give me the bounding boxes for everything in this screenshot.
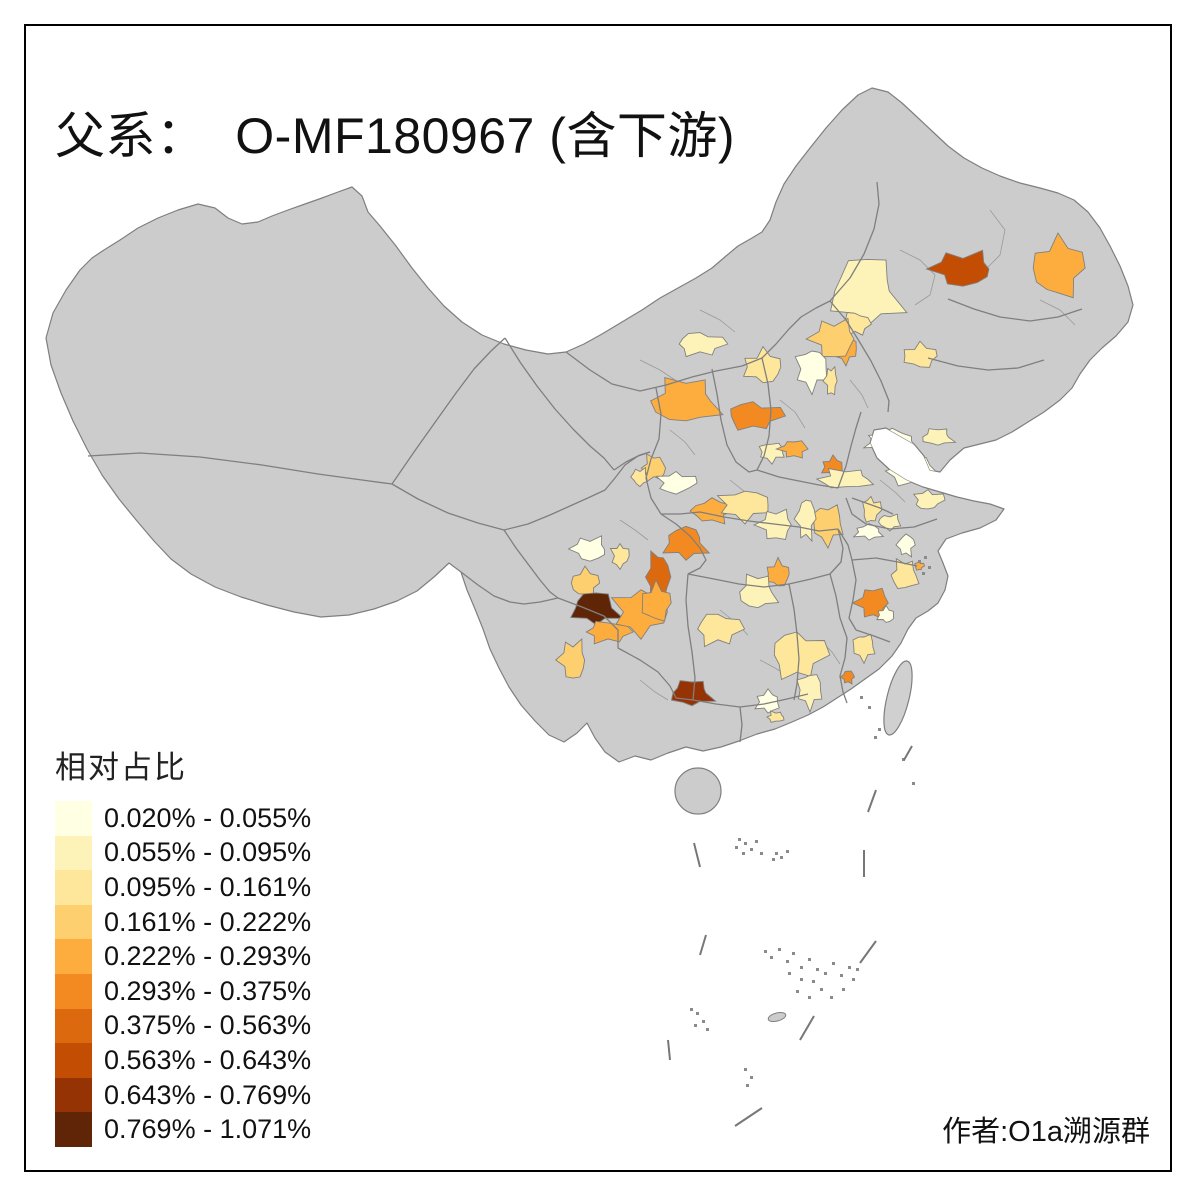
prefecture-region: [730, 401, 787, 431]
mainland-china-shape: [45, 87, 1134, 763]
prefecture-region: [662, 525, 711, 561]
legend-swatch: [55, 939, 92, 974]
prefecture-region: [794, 350, 828, 396]
prefecture-region: [812, 504, 844, 550]
legend-item: 0.161% - 0.222%: [55, 904, 312, 940]
legend-swatch: [55, 1077, 92, 1113]
page-title: 父系： O-MF180967 (含下游): [55, 107, 736, 164]
prefecture-region: [650, 377, 724, 422]
prefecture-region: [922, 428, 957, 446]
prefecture-region: [765, 556, 790, 587]
prefecture-region: [567, 535, 606, 562]
legend-label: 0.222% - 0.293%: [104, 941, 312, 972]
prefecture-region: [609, 542, 630, 571]
legend-item: 0.222% - 0.293%: [55, 939, 311, 974]
prefecture-region: [877, 513, 902, 532]
legend-title: 相对占比: [55, 750, 187, 785]
province-borders: [87, 181, 1083, 743]
prefecture-region: [912, 489, 946, 510]
hainan-island: [674, 767, 722, 815]
legend-item: 0.055% - 0.095%: [55, 835, 312, 871]
prefecture-region: [754, 688, 780, 714]
prefecture-region: [830, 258, 908, 327]
legend-swatch: [55, 1112, 92, 1147]
legend-item: 0.563% - 0.643%: [55, 1043, 311, 1078]
legend: 相对占比 0.020% - 0.055% 0.055% - 0.095% 0.095…: [55, 742, 311, 1147]
prefecture-region: [554, 638, 586, 679]
legend-swatch: [55, 870, 92, 905]
legend-item: 0.293% - 0.375%: [55, 973, 312, 1009]
legend-swatch: [55, 904, 92, 940]
prefecture-region: [641, 578, 672, 622]
prefecture-region: [805, 317, 855, 358]
prefecture-region: [925, 249, 990, 287]
legend-swatch: [55, 1043, 92, 1078]
attribution-text: 作者:O1a溯源群: [942, 1116, 1150, 1148]
prefecture-region: [822, 365, 838, 396]
prefecture-region: [774, 440, 809, 459]
legend-label: 0.055% - 0.095%: [104, 837, 312, 868]
legend-label: 0.293% - 0.375%: [104, 975, 312, 1006]
prefecture-region: [570, 592, 625, 626]
prefecture-region: [1032, 232, 1086, 299]
prefecture-region: [796, 674, 823, 714]
legend-item: 0.375% - 0.563%: [55, 1008, 312, 1044]
legend-swatch: [55, 801, 92, 836]
legend-item: 0.020% - 0.055%: [55, 801, 311, 836]
prefecture-region: [739, 573, 780, 609]
legend-swatch: [55, 1008, 92, 1044]
prefecture-region: [655, 470, 698, 495]
prefecture-region: [630, 466, 648, 488]
prefecture-region: [742, 345, 782, 384]
taiwan-island: [883, 660, 913, 736]
prefecture-region: [716, 490, 769, 525]
prefecture-region: [895, 533, 916, 558]
prefecture-region: [903, 340, 938, 368]
prefecture-region: [890, 557, 920, 589]
prefecture-region: [678, 332, 729, 358]
prefecture-region: [697, 613, 746, 648]
legend-label: 0.643% - 0.769%: [104, 1079, 312, 1110]
prefecture-region: [793, 499, 817, 543]
legend-item: 0.095% - 0.161%: [55, 870, 311, 905]
legend-label: 0.161% - 0.222%: [104, 906, 312, 937]
legend-label: 0.563% - 0.643%: [104, 1044, 312, 1075]
legend-label: 0.375% - 0.563%: [104, 1010, 312, 1041]
legend-label: 0.095% - 0.161%: [104, 871, 312, 902]
legend-swatch: [55, 835, 92, 871]
legend-label: 0.020% - 0.055%: [104, 802, 312, 833]
legend-rows: 0.020% - 0.055% 0.055% - 0.095% 0.095% - 0…: [55, 801, 311, 1147]
choropleth-regions: [554, 232, 1086, 723]
legend-label: 0.769% - 1.071%: [104, 1114, 312, 1145]
prefecture-region: [815, 467, 875, 489]
prefecture-region: [876, 604, 894, 623]
prefecture-region: [862, 495, 883, 523]
islands: [667, 556, 931, 1127]
small-islet: [767, 1011, 787, 1023]
prefecture-region: [766, 710, 785, 723]
legend-swatch: [55, 973, 92, 1009]
legend-item: 0.643% - 0.769%: [55, 1077, 312, 1113]
sea-boundary-dashes: [667, 745, 913, 1127]
legend-item: 0.769% - 1.071%: [55, 1112, 311, 1147]
